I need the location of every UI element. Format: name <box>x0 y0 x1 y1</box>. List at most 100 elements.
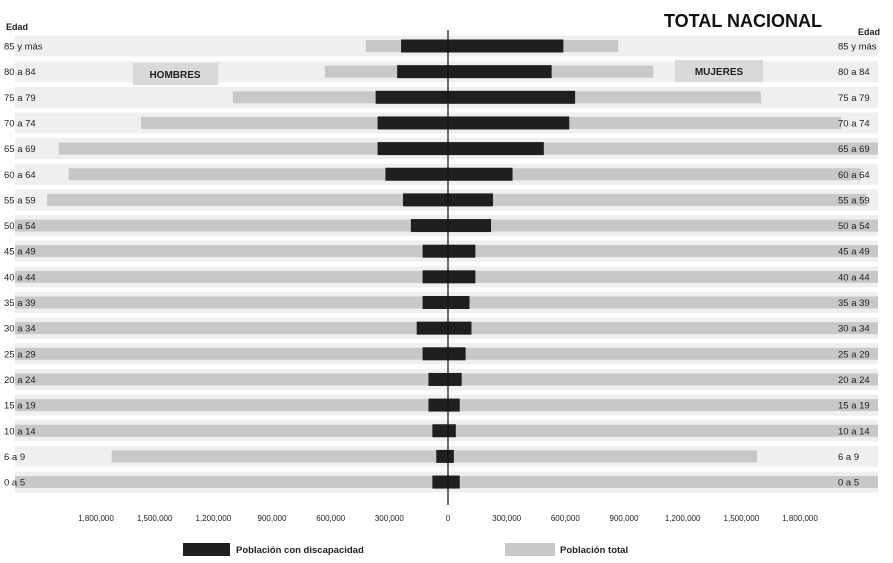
age-label-right: 65 a 69 <box>838 144 870 155</box>
bar-total-mujeres <box>448 347 878 360</box>
bar-total-hombres <box>58 142 448 155</box>
age-label-right: 20 a 24 <box>838 375 870 386</box>
age-label-left: 35 a 39 <box>4 298 36 309</box>
bar-total-mujeres <box>448 476 878 489</box>
bar-discapacidad-mujeres <box>448 372 462 386</box>
bar-discapacidad-hombres <box>385 167 448 181</box>
bar-discapacidad-mujeres <box>448 270 476 284</box>
age-label-right: 60 a 64 <box>838 170 870 181</box>
age-axis-label-right: Edad <box>858 27 880 37</box>
age-label-left: 60 a 64 <box>4 170 36 181</box>
age-label-right: 10 a 14 <box>838 426 870 437</box>
bar-total-hombres <box>140 116 448 129</box>
bar-discapacidad-hombres <box>422 296 448 309</box>
age-label-right: 70 a 74 <box>838 118 870 129</box>
bar-discapacidad-mujeres <box>448 90 576 104</box>
age-label-left: 30 a 34 <box>4 324 36 335</box>
band-background-layer <box>15 35 878 493</box>
bar-discapacidad-mujeres <box>448 219 492 233</box>
age-label-right: 55 a 59 <box>838 195 870 206</box>
female-label-box: MUJERES <box>675 60 763 82</box>
female-label: MUJERES <box>695 67 744 78</box>
bar-total-hombres <box>15 373 448 386</box>
bar-discapacidad-mujeres <box>448 475 460 489</box>
legend: Población con discapacidad Población tot… <box>183 543 628 556</box>
bar-discapacidad-mujeres <box>448 424 456 438</box>
bar-discapacidad-hombres <box>428 372 448 386</box>
x-tick-label: 1,500,000 <box>137 514 173 523</box>
bar-total-hombres <box>15 424 448 437</box>
legend-label-total: Población total <box>560 545 628 556</box>
age-label-left: 70 a 74 <box>4 118 36 129</box>
age-axis-label-left: Edad <box>6 22 28 32</box>
bar-discapacidad-hombres <box>403 193 448 207</box>
bar-discapacidad-hombres <box>410 219 448 233</box>
x-tick-label: 600,000 <box>551 514 580 523</box>
x-tick-label: 1,200,000 <box>665 514 701 523</box>
age-label-right: 6 a 9 <box>838 452 859 463</box>
age-label-left: 50 a 54 <box>4 221 36 232</box>
bar-total-mujeres <box>448 450 757 463</box>
x-tick-label: 300,000 <box>492 514 521 523</box>
x-tick-label: 900,000 <box>610 514 639 523</box>
bar-discapacidad-hombres <box>377 116 448 130</box>
age-label-right: 85 y más <box>838 42 877 53</box>
bar-discapacidad-hombres <box>422 244 448 258</box>
bar-total-mujeres <box>448 270 878 283</box>
bar-total-hombres <box>15 347 448 360</box>
age-label-right: 50 a 54 <box>838 221 870 232</box>
age-label-left: 85 y más <box>4 42 43 53</box>
bar-discapacidad-hombres <box>436 449 448 463</box>
x-tick-label: 1,800,000 <box>78 514 114 523</box>
bar-discapacidad-mujeres <box>448 398 460 412</box>
male-label-box: HOMBRES <box>133 63 218 85</box>
age-label-left: 15 a 19 <box>4 401 36 412</box>
age-label-left: 40 a 44 <box>4 272 36 283</box>
bar-total-hombres <box>15 245 448 258</box>
age-label-left: 20 a 24 <box>4 375 36 386</box>
age-labels-layer: 85 y más 85 y más 80 a 84 80 a 84 75 a 79 75 … <box>4 42 877 489</box>
male-label: HOMBRES <box>149 70 200 81</box>
age-label-left: 0 a 5 <box>4 478 25 489</box>
bar-total-hombres <box>15 399 448 412</box>
age-label-right: 25 a 29 <box>838 349 870 360</box>
bar-total-hombres <box>15 296 448 309</box>
age-label-right: 30 a 34 <box>838 324 870 335</box>
disability-bars-layer <box>375 39 576 489</box>
x-tick-label: 600,000 <box>316 514 345 523</box>
x-tick-label: 1,500,000 <box>724 514 760 523</box>
bar-total-mujeres <box>448 168 861 181</box>
age-label-right: 0 a 5 <box>838 478 859 489</box>
x-tick-label: 900,000 <box>258 514 287 523</box>
bar-discapacidad-mujeres <box>448 65 552 79</box>
bar-total-hombres <box>68 168 448 181</box>
bar-total-hombres <box>111 450 449 463</box>
bar-discapacidad-hombres <box>377 142 448 156</box>
x-tick-label: 0 <box>446 514 451 523</box>
bar-discapacidad-hombres <box>432 424 448 438</box>
age-label-left: 10 a 14 <box>4 426 36 437</box>
x-tick-label: 1,200,000 <box>196 514 232 523</box>
bar-discapacidad-mujeres <box>448 142 544 156</box>
age-label-left: 80 a 84 <box>4 67 36 78</box>
bar-discapacidad-mujeres <box>448 39 564 53</box>
age-label-right: 80 a 84 <box>838 67 870 78</box>
bar-total-mujeres <box>448 193 867 206</box>
age-label-left: 65 a 69 <box>4 144 36 155</box>
bar-discapacidad-mujeres <box>448 167 513 181</box>
x-axis-layer: 1,800,000 1,500,000 1,200,000 900,000 600,00… <box>78 30 818 523</box>
bar-total-mujeres <box>448 399 878 412</box>
legend-swatch-disability <box>183 543 230 556</box>
age-label-left: 75 a 79 <box>4 93 36 104</box>
age-label-right: 75 a 79 <box>838 93 870 104</box>
bar-total-mujeres <box>448 245 878 258</box>
bar-discapacidad-mujeres <box>448 321 472 335</box>
x-tick-label: 1,800,000 <box>782 514 818 523</box>
legend-swatch-total <box>505 543 555 556</box>
bar-total-hombres <box>15 322 448 335</box>
age-label-right: 35 a 39 <box>838 298 870 309</box>
bar-discapacidad-mujeres <box>448 449 454 463</box>
bar-discapacidad-mujeres <box>448 193 493 207</box>
bar-discapacidad-mujeres <box>448 296 470 309</box>
